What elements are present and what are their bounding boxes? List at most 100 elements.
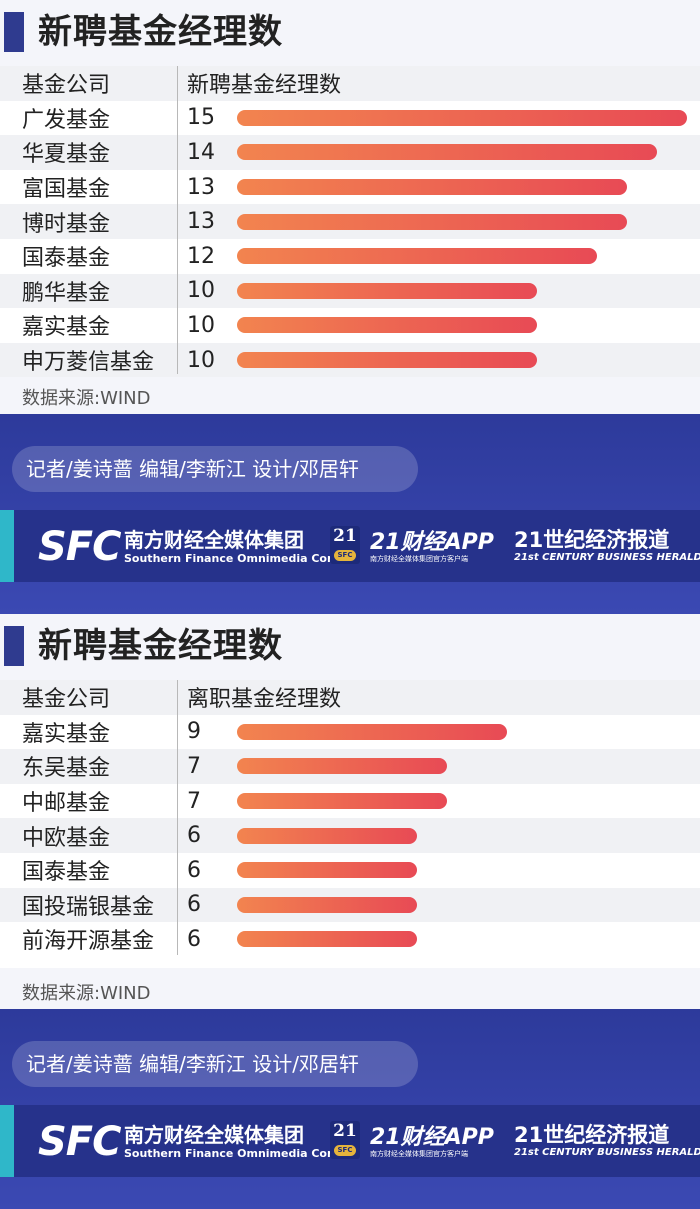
value-label: 13 (187, 209, 215, 235)
bar (237, 213, 627, 230)
category-label: 中邮基金 (22, 791, 111, 817)
herald-name-cn: 21世纪经济报道 (514, 528, 670, 552)
app-name: 21财经APP (370, 1125, 494, 1150)
table-row: 国投瑞银基金 6 (0, 887, 700, 923)
title-row: 新聘基金经理数 (0, 0, 700, 62)
category-label: 鹏华基金 (22, 280, 111, 306)
value-label: 6 (187, 926, 201, 952)
sfc-name-cn: 南方财经全媒体集团 (124, 528, 304, 552)
bar (237, 793, 447, 810)
table-row: 中邮基金 7 (0, 784, 700, 819)
value-label: 7 (187, 788, 201, 814)
category-label: 中欧基金 (22, 825, 111, 851)
header-row: 基金公司 离职基金经理数 (0, 680, 700, 715)
category-label: 国泰基金 (22, 246, 111, 272)
bar (237, 352, 537, 369)
data-source: 数据来源:WIND (22, 983, 151, 1004)
title-row: 新聘基金经理数 (0, 614, 700, 676)
table-row: 申万菱信基金 10 (0, 342, 700, 378)
bar (237, 931, 417, 948)
chart-section-2: 新聘基金经理数 基金公司 离职基金经理数 嘉实基金 9 东吴基金 7 中邮基金 7 中欧基金… (0, 614, 700, 1209)
category-label: 博时基金 (22, 211, 111, 237)
category-label: 申万菱信基金 (22, 350, 155, 376)
logo-accent (0, 1105, 14, 1177)
value-label: 6 (187, 857, 201, 883)
header-company: 基金公司 (22, 73, 111, 99)
bar (237, 248, 597, 265)
app-sub: 南方财经全媒体集团官方客户端 (370, 555, 468, 563)
value-label: 14 (187, 139, 215, 165)
table-row: 富国基金 13 (0, 170, 700, 205)
value-label: 10 (187, 347, 215, 373)
app-badge-icon: 21 SFC (330, 1121, 360, 1159)
bar (237, 758, 447, 775)
table-row: 中欧基金 6 (0, 818, 700, 853)
chart-table: 基金公司 新聘基金经理数 广发基金 15 华夏基金 14 富国基金 13 博时基金 13 国泰基… (0, 66, 700, 378)
category-label: 华夏基金 (22, 142, 111, 168)
chart-title: 新聘基金经理数 (38, 12, 283, 52)
table-row: 东吴基金 7 (0, 749, 700, 784)
badge-number: 21 (333, 526, 357, 546)
category-label: 前海开源基金 (22, 929, 155, 955)
credits-text: 记者/姜诗蔷 编辑/李新江 设计/邓居轩 (26, 1052, 359, 1076)
sfc-logo: SFC (38, 524, 121, 570)
title-accent-bar (4, 12, 24, 52)
credits-pill: 记者/姜诗蔷 编辑/李新江 设计/邓居轩 (12, 446, 418, 492)
credits-text: 记者/姜诗蔷 编辑/李新江 设计/邓居轩 (26, 457, 359, 481)
value-label: 6 (187, 892, 201, 918)
value-label: 7 (187, 753, 201, 779)
sfc-name-en: Southern Finance Omnimedia Corp. (124, 552, 345, 565)
value-label: 15 (187, 105, 215, 131)
table-row: 国泰基金 6 (0, 853, 700, 888)
herald-name-cn: 21世纪经济报道 (514, 1123, 670, 1147)
bar (237, 827, 417, 844)
logo-band: SFC 南方财经全媒体集团 Southern Finance Omnimedia… (0, 510, 700, 582)
category-label: 嘉实基金 (22, 315, 111, 341)
herald-name-en: 21st CENTURY BUSINESS HERALD (514, 1147, 700, 1158)
chart-section-1: 新聘基金经理数 基金公司 新聘基金经理数 广发基金 15 华夏基金 14 富国基金 13 博… (0, 0, 700, 614)
app-sub: 南方财经全媒体集团官方客户端 (370, 1150, 468, 1158)
credits-pill: 记者/姜诗蔷 编辑/李新江 设计/邓居轩 (12, 1041, 418, 1087)
column-divider (177, 66, 178, 374)
column-divider (177, 680, 178, 955)
category-label: 国泰基金 (22, 860, 111, 886)
bar (237, 317, 537, 334)
table-row: 华夏基金 14 (0, 135, 700, 170)
badge-number: 21 (333, 1121, 357, 1141)
logo-band: SFC 南方财经全媒体集团 Southern Finance Omnimedia… (0, 1105, 700, 1177)
title-accent-bar (4, 626, 24, 666)
header-company: 基金公司 (22, 687, 111, 713)
bar (237, 896, 417, 913)
sfc-name-cn: 南方财经全媒体集团 (124, 1123, 304, 1147)
app-name: 21财经APP (370, 530, 494, 555)
badge-sub: SFC (334, 550, 356, 561)
logo-accent (0, 510, 14, 582)
sfc-logo: SFC (38, 1119, 121, 1165)
chart-title: 新聘基金经理数 (38, 626, 283, 666)
category-label: 东吴基金 (22, 756, 111, 782)
value-label: 10 (187, 278, 215, 304)
value-label: 13 (187, 174, 215, 200)
table-row: 前海开源基金 6 (0, 922, 700, 957)
chart-table: 基金公司 离职基金经理数 嘉实基金 9 东吴基金 7 中邮基金 7 中欧基金 6 国泰基金 6 国投… (0, 680, 700, 968)
bar (237, 109, 687, 126)
table-row: 嘉实基金 9 (0, 715, 700, 750)
value-label: 9 (187, 719, 201, 745)
bar (237, 179, 627, 196)
table-row: 博时基金 13 (0, 204, 700, 239)
sfc-name-en: Southern Finance Omnimedia Corp. (124, 1147, 345, 1160)
category-label: 广发基金 (22, 107, 111, 133)
category-label: 国投瑞银基金 (22, 894, 155, 920)
table-row: 国泰基金 12 (0, 239, 700, 274)
value-label: 12 (187, 243, 215, 269)
table-row: 鹏华基金 10 (0, 273, 700, 309)
header-value: 新聘基金经理数 (187, 73, 342, 99)
footer: 记者/姜诗蔷 编辑/李新江 设计/邓居轩 SFC 南方财经全媒体集团 South… (0, 414, 700, 614)
header-value: 离职基金经理数 (187, 687, 342, 713)
herald-name-en: 21st CENTURY BUSINESS HERALD (514, 552, 700, 563)
bar (237, 862, 417, 879)
value-label: 10 (187, 312, 215, 338)
bar (237, 282, 537, 299)
app-badge-icon: 21 SFC (330, 526, 360, 564)
footer: 记者/姜诗蔷 编辑/李新江 设计/邓居轩 SFC 南方财经全媒体集团 South… (0, 1009, 700, 1209)
